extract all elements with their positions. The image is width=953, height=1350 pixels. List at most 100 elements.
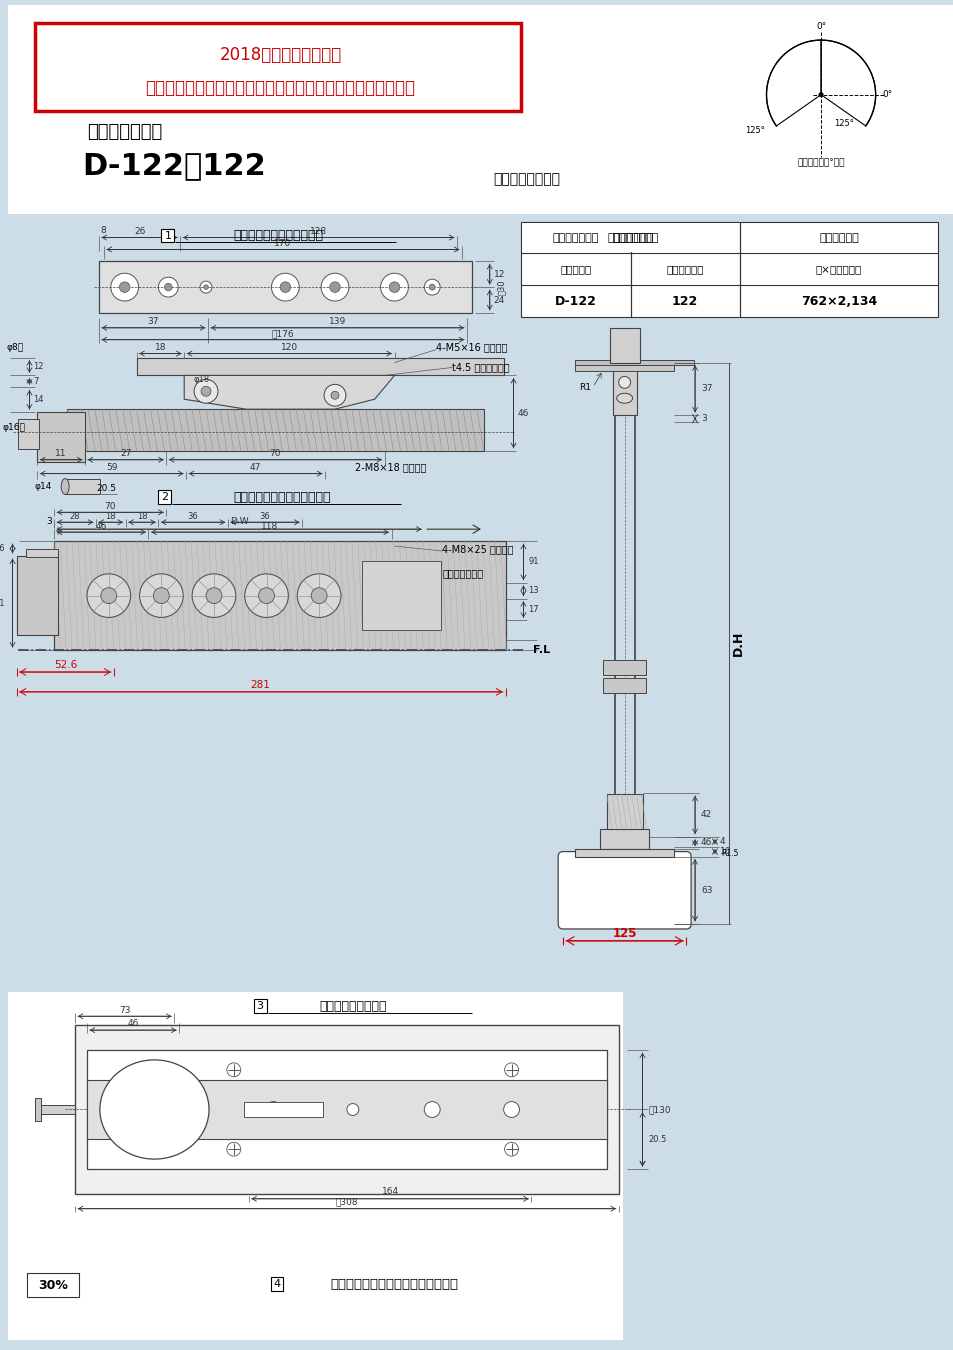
Text: 128: 128 [310, 227, 327, 236]
Bar [35, 1104, 75, 1115]
Text: 164: 164 [381, 1188, 398, 1196]
Text: D.H: D.H [732, 630, 744, 656]
Bar [8, 992, 622, 1339]
Bar [27, 549, 58, 558]
Bar [37, 412, 85, 462]
Text: 3: 3 [47, 517, 52, 525]
Text: 26: 26 [133, 227, 145, 236]
Text: 125°: 125° [744, 127, 763, 135]
Circle shape [111, 273, 138, 301]
Circle shape [193, 379, 217, 404]
Text: 63: 63 [700, 886, 712, 895]
Circle shape [206, 587, 222, 603]
Bar [28, 1273, 79, 1297]
Circle shape [201, 386, 211, 397]
Bar [271, 1277, 283, 1291]
Text: ［内外１２５°開］: ［内外１２５°開］ [797, 158, 844, 167]
Text: 170: 170 [274, 239, 292, 248]
Text: 2-M8×18 皿小ネジ: 2-M8×18 皿小ネジ [355, 462, 426, 471]
Bar [158, 490, 172, 505]
Circle shape [297, 574, 340, 617]
Circle shape [204, 285, 208, 289]
Circle shape [429, 284, 435, 290]
Text: 4: 4 [720, 837, 724, 846]
Bar [522, 223, 630, 252]
Bar [609, 328, 639, 363]
Text: 18: 18 [106, 512, 116, 521]
Text: Ｒ176: Ｒ176 [272, 329, 294, 339]
Bar [35, 1098, 41, 1122]
Text: 13: 13 [528, 586, 538, 595]
Bar [67, 409, 483, 451]
Circle shape [258, 587, 274, 603]
Bar [602, 660, 646, 675]
Text: 12: 12 [33, 362, 44, 371]
Circle shape [265, 1102, 281, 1118]
Text: 125: 125 [612, 927, 637, 941]
Polygon shape [184, 375, 395, 409]
Text: 27: 27 [120, 450, 132, 458]
Text: 強化ガラスドア用: 強化ガラスドア用 [494, 171, 560, 186]
Bar [361, 560, 440, 630]
Bar [35, 23, 521, 111]
Bar [87, 1080, 606, 1139]
Circle shape [280, 282, 291, 293]
Text: 7: 7 [33, 377, 39, 386]
Text: D-122・122: D-122・122 [82, 151, 266, 181]
Circle shape [272, 273, 299, 301]
Text: 118: 118 [261, 521, 278, 531]
Text: ストップなし: ストップなし [666, 265, 703, 274]
Text: 42: 42 [700, 810, 712, 819]
Circle shape [158, 277, 178, 297]
Text: φ14: φ14 [34, 482, 52, 491]
Bar [602, 678, 646, 693]
Text: 91: 91 [528, 558, 538, 567]
Text: 139: 139 [329, 317, 346, 327]
Circle shape [389, 282, 399, 293]
Text: トップピボット（ドア上部）: トップピボット（ドア上部） [233, 491, 331, 504]
Text: 70: 70 [105, 502, 116, 510]
Text: 4: 4 [274, 1278, 280, 1289]
Text: 36: 36 [259, 512, 270, 521]
Text: 1: 1 [164, 231, 172, 240]
Text: 3: 3 [256, 1002, 263, 1011]
Text: ｐ30: ｐ30 [497, 279, 506, 294]
Text: 281: 281 [250, 680, 270, 690]
Text: 30%: 30% [38, 1278, 68, 1292]
Text: 巾×高さ㎜以下: 巾×高さ㎜以下 [815, 265, 862, 274]
Circle shape [818, 92, 822, 97]
Circle shape [424, 279, 439, 296]
Text: φ8穴: φ8穴 [7, 343, 24, 352]
Ellipse shape [61, 479, 69, 494]
Circle shape [331, 392, 338, 400]
Text: D-122: D-122 [555, 294, 597, 308]
Circle shape [119, 282, 130, 293]
Text: 122: 122 [671, 294, 698, 308]
Text: 120: 120 [280, 343, 297, 352]
Text: 20.5: 20.5 [96, 485, 116, 493]
Circle shape [311, 587, 327, 603]
Text: D.W: D.W [230, 517, 249, 525]
Bar [575, 849, 674, 856]
Text: 73: 73 [119, 1006, 131, 1015]
Circle shape [101, 587, 116, 603]
Bar [521, 221, 937, 317]
Circle shape [347, 1103, 358, 1115]
Text: 125°: 125° [833, 120, 853, 128]
Text: t4.5 裏板（別途）: t4.5 裏板（別途） [452, 363, 509, 373]
Text: 37: 37 [700, 385, 712, 393]
Text: 中心吊自由開き: 中心吊自由開き [87, 123, 162, 142]
Text: Ｒ130: Ｒ130 [648, 1106, 670, 1114]
Text: F.L: F.L [533, 645, 550, 655]
Circle shape [245, 574, 288, 617]
Bar [575, 366, 674, 371]
Text: 20.5: 20.5 [648, 1135, 666, 1143]
Text: 18: 18 [154, 343, 166, 352]
Text: 呼　称　品　番: 呼 称 品 番 [553, 232, 598, 243]
Text: 0°: 0° [815, 22, 825, 31]
Bar [253, 999, 266, 1014]
Bar [599, 829, 649, 849]
Text: 47: 47 [250, 463, 261, 472]
Bar [136, 358, 503, 375]
Text: 36: 36 [188, 512, 198, 521]
